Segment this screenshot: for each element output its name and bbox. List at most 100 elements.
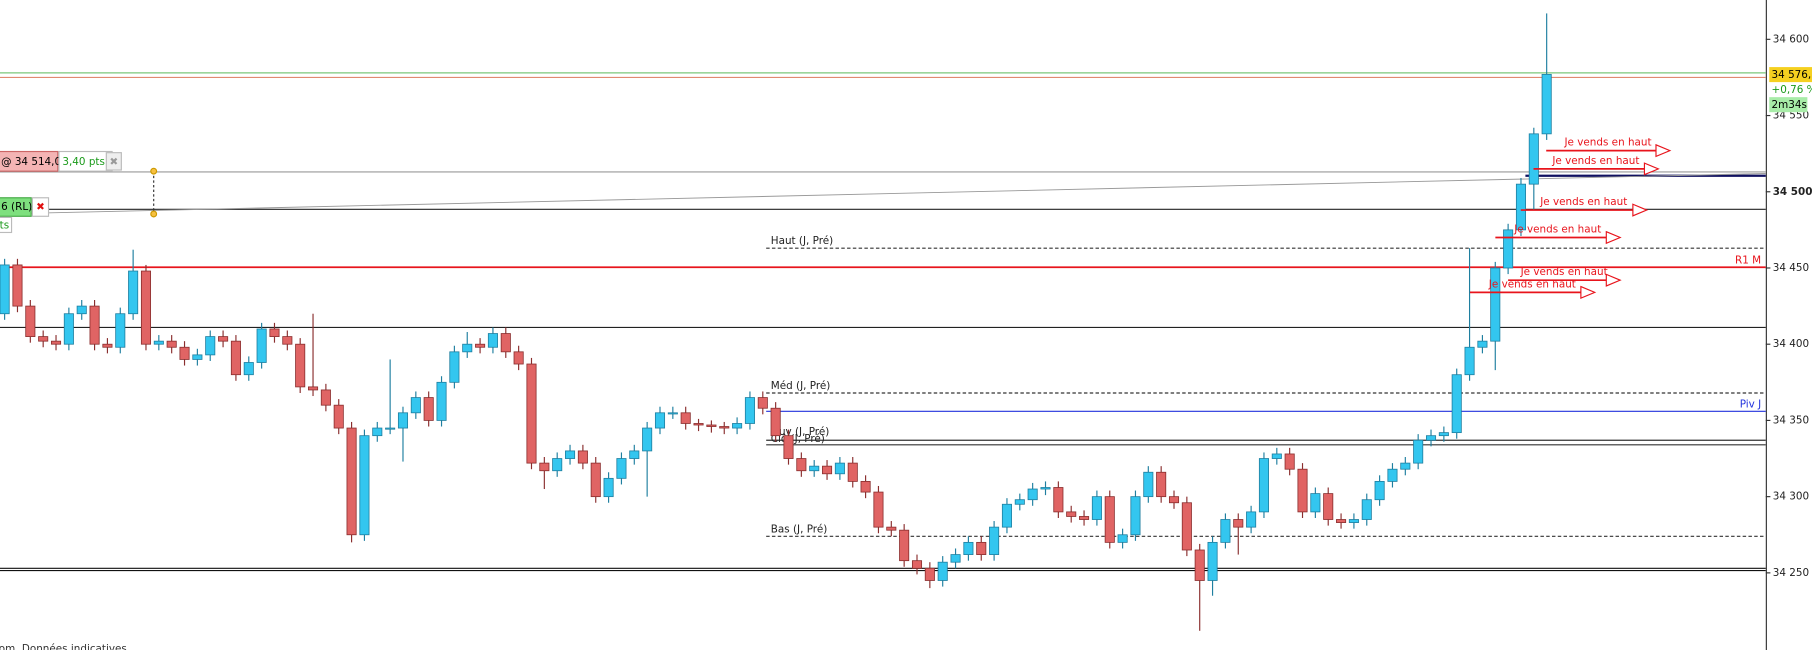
order-label: Je vends en haut: [1520, 266, 1608, 278]
candle-body: [976, 541, 987, 555]
candle-body: [1143, 471, 1154, 498]
candle-body: [860, 480, 871, 493]
candle-body: [1361, 499, 1372, 520]
candle-body: [128, 270, 139, 315]
order-arrow: [1580, 285, 1597, 300]
y-tick-label: 34 300: [1773, 491, 1809, 503]
order-arrow: [1632, 203, 1649, 217]
level-label: Méd (J, Pré): [771, 380, 831, 392]
candle-body: [50, 340, 62, 345]
order-arrow: [1605, 230, 1622, 245]
handle: [150, 167, 158, 175]
candle-body: [950, 554, 961, 563]
trend-line: [0, 173, 1766, 215]
candle-body: [63, 313, 74, 345]
candle-body: [1323, 493, 1334, 520]
candle-body: [0, 264, 10, 315]
candle-body: [526, 363, 537, 464]
candle-body: [911, 560, 923, 569]
candle-body: [1515, 183, 1526, 231]
level-label: Ouv (J, Pré): [771, 426, 829, 438]
candle-body: [732, 423, 743, 429]
position-price-bg: [0, 150, 59, 172]
candle-body: [1464, 346, 1475, 376]
candle-body: [642, 427, 653, 452]
order-label: Je vends en haut: [1551, 155, 1639, 167]
candle-body: [1181, 502, 1192, 551]
candle-body: [1246, 511, 1257, 528]
candle-body: [25, 305, 36, 337]
candle-body: [1130, 496, 1141, 536]
position-tag: 6 (RL): [1, 201, 32, 213]
candle-body: [89, 305, 100, 345]
candle-body: [12, 264, 23, 307]
candle-body: [192, 354, 203, 360]
candle-body: [1040, 487, 1051, 490]
candle-body: [1425, 435, 1437, 441]
candle-body: [937, 561, 948, 581]
candle-body: [1503, 229, 1514, 269]
candle-body: [719, 426, 730, 429]
candle-body: [1374, 480, 1385, 501]
level-label: Haut (J, Pré): [771, 235, 833, 247]
candle-body: [1451, 374, 1462, 434]
order-label: Je vends en haut: [1513, 223, 1601, 235]
price-tag: 34 576,8: [1772, 69, 1812, 81]
y-tick-label: 34 600: [1773, 33, 1809, 45]
candle-body: [603, 477, 614, 498]
candle-body: [1528, 133, 1539, 185]
candle-body: [590, 462, 601, 498]
candle-body: [822, 465, 833, 475]
candle-body: [693, 423, 704, 426]
position-pts2: pts: [0, 220, 9, 232]
candle-body: [1091, 496, 1102, 520]
level-label: Bas (J, Pré): [771, 523, 827, 535]
candle-body: [1220, 519, 1231, 543]
position-price: @ 34 514,0: [1, 156, 61, 168]
position-tag-bg: [0, 197, 32, 217]
candle-body: [1027, 488, 1038, 501]
candle-body: [886, 526, 897, 531]
candle-body: [1156, 471, 1167, 498]
order-label: Je vends en haut: [1488, 278, 1576, 290]
candle-body: [1348, 519, 1359, 523]
y-tick-label: 34 350: [1773, 414, 1809, 426]
candle-body: [295, 343, 306, 388]
candle-body: [667, 412, 678, 415]
candle-body: [924, 567, 935, 581]
y-tick-label: 34 400: [1773, 338, 1809, 350]
candle-body: [565, 450, 576, 459]
handle: [150, 210, 158, 218]
candle-body: [616, 458, 627, 479]
candle-body: [333, 404, 344, 429]
candle-body: [1066, 511, 1077, 517]
position-pts: 3,40 pts: [62, 156, 105, 168]
order-label: Je vends en haut: [1564, 137, 1652, 149]
candle-body: [115, 313, 126, 348]
candle-body: [1079, 516, 1090, 520]
candle-body: [1053, 487, 1064, 513]
timer: 2m34s: [1772, 99, 1807, 111]
candle-body: [166, 340, 177, 348]
candle-body: [487, 333, 498, 348]
candle-body: [102, 343, 113, 348]
position-pts2-bg: [0, 216, 13, 234]
candle-body: [38, 336, 49, 342]
candle-body: [179, 346, 190, 360]
cancel-icon: ✖: [36, 201, 45, 213]
candle-body: [205, 336, 216, 356]
candle-body: [372, 427, 383, 437]
candle-body: [847, 462, 858, 482]
candle-body: [744, 397, 755, 424]
order-arrow: [1655, 143, 1672, 158]
candle-body: [397, 412, 409, 429]
candle-body: [346, 427, 357, 536]
order-arrow: [1643, 162, 1660, 176]
candle-body: [256, 328, 267, 363]
candle-body: [1387, 468, 1398, 482]
candle-body: [218, 336, 229, 342]
candle-body: [1168, 496, 1180, 504]
candle-body: [359, 435, 370, 536]
price-tag-bg: [1769, 67, 1812, 83]
